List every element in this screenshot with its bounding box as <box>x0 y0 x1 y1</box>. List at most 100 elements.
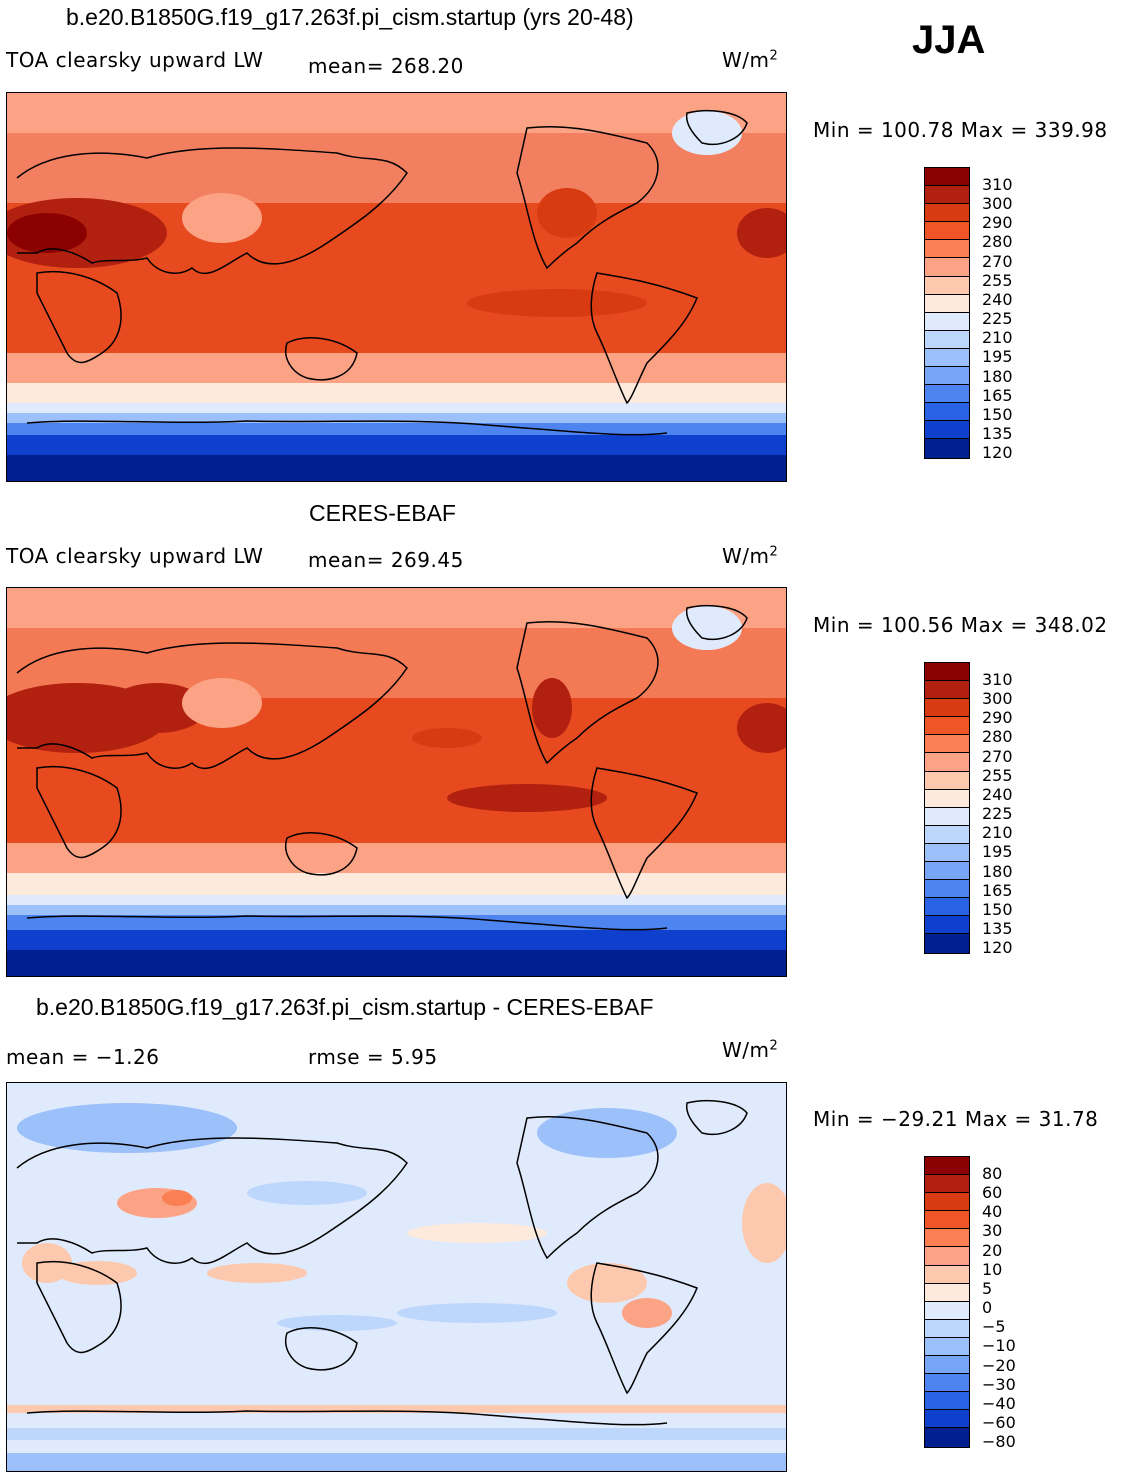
colorbar-swatch <box>925 186 969 205</box>
colorbar-tick-label: 165 <box>982 385 1013 405</box>
colorbar-swatch <box>925 168 969 187</box>
colorbar-tick-label: 255 <box>982 270 1013 290</box>
colorbar-tick-label: 0 <box>982 1298 993 1318</box>
colorbar-swatch <box>925 403 969 422</box>
colorbar-tick-label: 180 <box>982 366 1013 386</box>
colorbar-swatch <box>925 222 969 241</box>
panel-diff-mean: mean = −1.26 <box>6 1045 160 1069</box>
colorbar-tick-label: 60 <box>982 1183 1003 1203</box>
colorbar-tick-label: 120 <box>982 938 1013 958</box>
colorbar-tick-label: 225 <box>982 309 1013 329</box>
colorbar-tick-label: −10 <box>982 1336 1016 1356</box>
panel-model-mean: mean= 268.20 <box>308 54 464 78</box>
colorbar-tick-label: −60 <box>982 1412 1016 1432</box>
colorbar-swatch <box>925 735 969 754</box>
panel-obs-map <box>6 587 787 977</box>
colorbar-swatch <box>925 789 969 808</box>
colorbar-swatch <box>925 1157 969 1176</box>
colorbar-tick-label: 290 <box>982 708 1013 728</box>
colorbar-tick-label: 180 <box>982 861 1013 881</box>
colorbar-swatch <box>925 1211 969 1230</box>
colorbar-tick-label: −80 <box>982 1432 1016 1452</box>
colorbar-swatch <box>925 276 969 295</box>
colorbar-tick-label: 255 <box>982 765 1013 785</box>
colorbar-swatch <box>925 771 969 790</box>
colorbar-tick-label: 270 <box>982 746 1013 766</box>
colorbar-swatch <box>925 312 969 331</box>
colorbar-swatch <box>925 1428 969 1447</box>
colorbar-tick-label: 195 <box>982 842 1013 862</box>
colorbar-swatch <box>925 1392 969 1411</box>
colorbar-tick-label: 5 <box>982 1278 993 1298</box>
colorbar-tick-label: 80 <box>982 1164 1003 1183</box>
colorbar-tick-label: 270 <box>982 251 1013 271</box>
colorbar-swatch <box>925 1229 969 1248</box>
colorbar-swatch <box>925 258 969 277</box>
panel-obs-units: W/m2 <box>722 544 779 568</box>
colorbar-tick-label: 300 <box>982 194 1013 214</box>
colorbar-swatch <box>925 1374 969 1393</box>
colorbar-tick-label: 195 <box>982 347 1013 367</box>
colorbar-swatch <box>925 681 969 700</box>
colorbar-swatch <box>925 1193 969 1212</box>
colorbar-tick-label: 40 <box>982 1202 1003 1222</box>
colorbar-swatch <box>925 204 969 223</box>
colorbar-swatch <box>925 880 969 899</box>
colorbar-tick-label: 150 <box>982 404 1013 424</box>
colorbar-tick-label: −5 <box>982 1317 1006 1337</box>
colorbar-swatch <box>925 1175 969 1194</box>
panel-obs-colorbar <box>924 662 970 954</box>
colorbar-tick-label: 150 <box>982 899 1013 919</box>
panel-obs-mean: mean= 269.45 <box>308 548 464 572</box>
colorbar-tick-label: 240 <box>982 784 1013 804</box>
colorbar-swatch <box>925 1283 969 1302</box>
colorbar-tick-label: −20 <box>982 1355 1016 1375</box>
panel-obs-title: CERES-EBAF <box>309 500 456 526</box>
colorbar-swatch <box>925 916 969 935</box>
colorbar-swatch <box>925 843 969 863</box>
panel-model-variable: TOA clearsky upward LW <box>6 48 264 72</box>
colorbar-tick-label: −40 <box>982 1393 1016 1413</box>
colorbar-swatch <box>925 1301 969 1320</box>
panel-model-units: W/m2 <box>722 48 779 72</box>
panel-model-map <box>6 92 787 482</box>
colorbar-tick-label: 120 <box>982 443 1013 463</box>
colorbar-swatch <box>925 699 969 718</box>
colorbar-tick-label: 310 <box>982 175 1013 194</box>
colorbar-tick-label: 280 <box>982 232 1013 252</box>
panel-obs-minmax: Min = 100.56 Max = 348.02 <box>813 613 1108 637</box>
colorbar-swatch <box>925 1265 969 1284</box>
colorbar-tick-label: 300 <box>982 689 1013 709</box>
colorbar-swatch <box>925 717 969 736</box>
colorbar-swatch <box>925 825 969 844</box>
colorbar-swatch <box>925 1356 969 1375</box>
panel-diff-minmax: Min = −29.21 Max = 31.78 <box>813 1107 1099 1131</box>
panel-diff-units: W/m2 <box>722 1038 779 1062</box>
panel-model-minmax: Min = 100.78 Max = 339.98 <box>813 118 1108 142</box>
colorbar-swatch <box>925 934 969 953</box>
colorbar-tick-label: 135 <box>982 423 1013 443</box>
panel-obs-variable: TOA clearsky upward LW <box>6 544 264 568</box>
colorbar-swatch <box>925 1319 969 1338</box>
colorbar-tick-label: 280 <box>982 727 1013 747</box>
panel-model-title: b.e20.B1850G.f19_g17.263f.pi_cism.startu… <box>66 4 634 30</box>
colorbar-swatch <box>925 330 969 349</box>
colorbar-swatch <box>925 385 969 404</box>
colorbar-swatch <box>925 348 969 368</box>
colorbar-swatch <box>925 1337 969 1357</box>
colorbar-tick-label: 165 <box>982 880 1013 900</box>
colorbar-swatch <box>925 1410 969 1429</box>
colorbar-swatch <box>925 807 969 826</box>
colorbar-swatch <box>925 753 969 772</box>
season-label: JJA <box>912 18 986 62</box>
panel-model-colorbar <box>924 167 970 459</box>
colorbar-swatch <box>925 663 969 682</box>
panel-diff-map <box>6 1082 787 1472</box>
colorbar-swatch <box>925 240 969 259</box>
colorbar-swatch <box>925 862 969 881</box>
colorbar-swatch <box>925 421 969 440</box>
colorbar-tick-label: 20 <box>982 1240 1003 1260</box>
colorbar-tick-label: 210 <box>982 823 1013 843</box>
panel-diff-rmse: rmse = 5.95 <box>308 1045 438 1069</box>
colorbar-tick-label: 290 <box>982 213 1013 233</box>
